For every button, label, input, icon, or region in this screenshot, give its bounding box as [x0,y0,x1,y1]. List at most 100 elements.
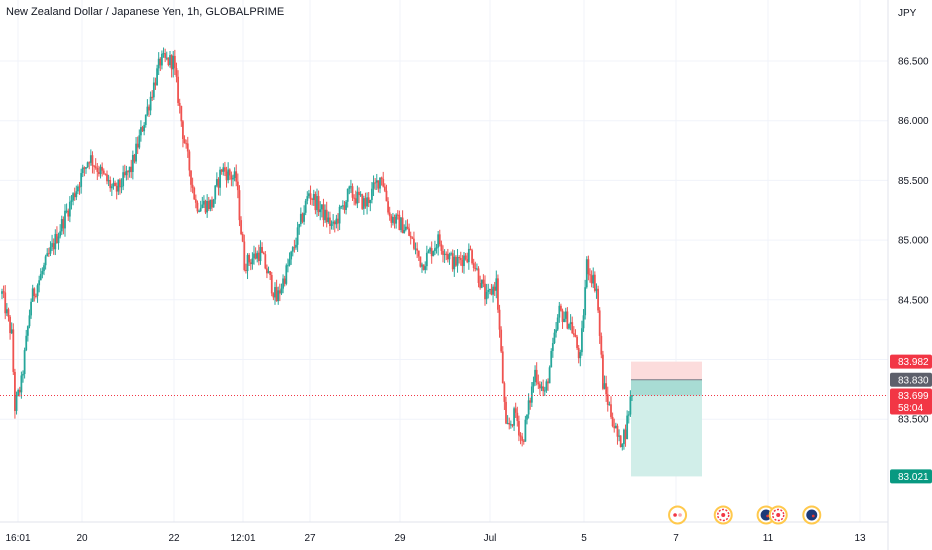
candle [230,171,233,187]
candle [256,250,259,263]
candle [141,125,144,132]
event-marker-dividend[interactable] [668,505,688,525]
candle [505,396,507,425]
candle-body [361,194,364,209]
time-axis[interactable]: 16:01 20 22 12:01 27 29 Jul 5 7 11 13 [0,521,888,544]
candle-body [246,254,249,272]
candle-body [17,389,20,396]
candle-body [608,404,611,406]
candle [614,422,617,429]
event-marker-earnings[interactable] [713,505,733,525]
candle-body [330,223,333,226]
candle-body [102,170,105,174]
candle [60,215,63,235]
candle-body [280,288,283,294]
candle [5,303,8,317]
candle-body [161,53,163,66]
candle-body [472,263,475,269]
candle-body [30,301,32,316]
candle [91,151,94,174]
candle-body [131,154,134,173]
candle [383,183,386,193]
candle [379,177,381,194]
candle [341,200,344,210]
candle [102,168,105,175]
candle [125,165,128,181]
candle [437,230,440,256]
candle [456,249,459,273]
candle [83,166,86,177]
candle-body [443,253,446,255]
candle-body [425,252,428,267]
candle-body [375,180,378,183]
candle-body [285,265,288,284]
event-marker-earnings[interactable] [768,505,788,525]
candle [526,414,528,425]
candle-body [560,305,562,311]
candle-body [127,170,129,173]
candle-body [314,194,317,211]
candle [9,315,11,340]
x-tick-label: 11 [763,533,774,544]
candle-body [437,234,440,248]
candle-body [44,256,47,266]
price-axis[interactable]: 83.50084.00084.50085.00085.50086.00086.5… [887,0,929,550]
candle [243,234,246,272]
candle [104,173,107,176]
candle [209,199,212,212]
event-marker-economic[interactable] [802,505,822,525]
candle [361,193,364,210]
candle-body [535,369,538,383]
candle [253,245,255,265]
candle [138,129,141,150]
candle [495,270,498,299]
candle-body [366,197,368,207]
flag-icon-dot [766,514,770,518]
position-zones[interactable] [631,361,702,477]
candle-body [288,259,291,266]
candle-body [31,288,34,302]
candle-body [377,180,380,189]
candle-body [621,444,624,447]
candle-body [83,167,86,169]
candle-body [359,194,362,196]
candle-body [303,212,305,222]
candle [211,196,213,211]
candle-body [72,193,74,201]
candle-body [47,253,50,255]
candle-body [39,274,42,281]
candle-body [270,275,273,294]
candle [472,258,475,272]
candle-body [602,354,604,389]
candle-body [311,198,314,200]
open-profit-zone [631,379,702,396]
candle-body [20,375,23,393]
candle [451,249,454,272]
candle [267,266,270,274]
candle [283,275,286,287]
candle-body [264,254,267,269]
candle [582,309,585,332]
candle-body [308,193,310,197]
candle [371,182,373,204]
candle [251,252,254,270]
candle-body [501,351,504,384]
candle-body [173,55,176,69]
candle [337,213,339,232]
candle-body [206,200,209,213]
candle-body [555,329,557,333]
candle [529,397,532,410]
candle [542,379,545,397]
candle [301,212,304,224]
event-markers[interactable] [668,505,822,525]
candle-body [629,396,632,415]
candle [309,185,312,205]
candle [70,195,73,210]
candle-body [409,235,412,238]
candle [372,175,375,197]
candle-body [456,257,459,266]
candle [400,216,402,233]
target-price-tag-bg [890,469,932,484]
